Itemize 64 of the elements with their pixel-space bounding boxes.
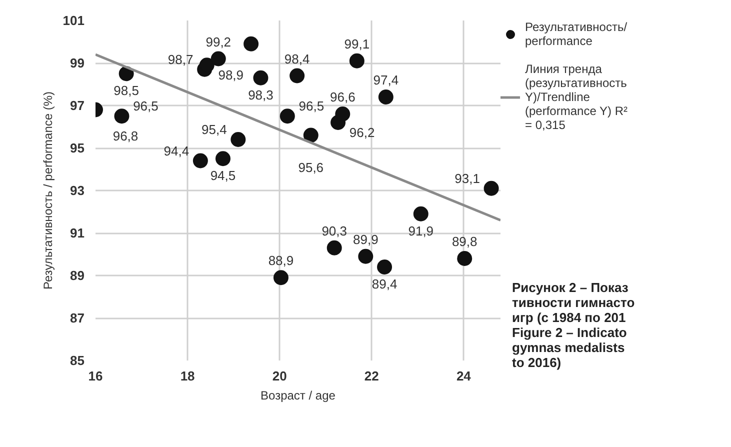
x-tick-label: 18 xyxy=(180,368,195,384)
point xyxy=(358,248,374,264)
point xyxy=(377,260,392,274)
point xyxy=(335,106,350,122)
data-label: 98,5 xyxy=(114,83,139,98)
y-axis-title: Результативность / performance (%) xyxy=(40,91,55,290)
x-tick-label: 24 xyxy=(456,368,472,384)
point xyxy=(457,251,472,266)
point xyxy=(378,90,394,104)
y-tick-label: 99 xyxy=(70,56,85,70)
data-label: 98,7 xyxy=(168,52,194,67)
point xyxy=(210,51,226,66)
data-label: 95,6 xyxy=(298,160,324,175)
point xyxy=(303,128,318,143)
data-label: 98,3 xyxy=(248,87,274,102)
data-label: 89,9 xyxy=(353,232,378,247)
point xyxy=(273,270,288,286)
data-label: 99,1 xyxy=(344,36,370,52)
data-label: 96,6 xyxy=(330,90,356,104)
legend-label: Результативность/ performance xyxy=(525,20,628,48)
legend-label: Линия тренда (результативность Y)/Trendline (performance Y) R² = 0,315 xyxy=(525,62,628,132)
point xyxy=(290,68,305,84)
data-label: 98,9 xyxy=(218,68,244,83)
point xyxy=(230,132,246,147)
point xyxy=(215,151,230,166)
data-label: 88,9 xyxy=(268,253,294,268)
point xyxy=(349,53,364,68)
data-label: 89,8 xyxy=(452,234,478,249)
x-tick-label: 22 xyxy=(364,368,379,384)
point xyxy=(192,153,208,168)
data-label: 96,5 xyxy=(133,98,158,114)
y-tick-label: 89 xyxy=(70,268,85,283)
x-axis-title: Возраст / age xyxy=(260,388,336,402)
data-label: 95,4 xyxy=(202,122,227,137)
x-tick-label: 16 xyxy=(88,368,103,384)
y-tick-label: 93 xyxy=(70,183,85,198)
point xyxy=(253,70,268,86)
point xyxy=(199,58,214,73)
y-tick-label: 95 xyxy=(70,140,85,156)
y-tick-label: 85 xyxy=(70,353,85,368)
y-tick-label: 87 xyxy=(70,310,85,326)
data-label: 98,4 xyxy=(284,51,310,66)
point xyxy=(114,108,130,124)
point xyxy=(244,36,259,52)
data-label: 96,5 xyxy=(298,98,324,114)
data-label: 94,5 xyxy=(210,168,236,184)
data-label: 97,4 xyxy=(373,72,399,88)
y-tick-label: 91 xyxy=(70,226,85,240)
x-tick-label: 20 xyxy=(272,368,287,384)
point xyxy=(326,240,342,256)
y-tick-label: 101 xyxy=(62,13,85,28)
data-label: 93,1 xyxy=(454,170,480,186)
data-label: 96,8 xyxy=(112,128,138,144)
data-label: 91,9 xyxy=(408,223,434,238)
y-tick-label: 97 xyxy=(70,98,85,113)
data-label: 96,2 xyxy=(349,125,375,140)
data-label: 99,2 xyxy=(206,34,232,50)
data-label: 89,4 xyxy=(372,276,398,292)
point xyxy=(413,206,428,222)
data-label: 94,4 xyxy=(164,143,190,158)
point xyxy=(484,180,499,196)
text: Рисунок 2 – Показ тивности гимнасто игр (с 1984 по 201 Figure 2 – Indicato gymnas medalists to 2016) xyxy=(512,280,635,370)
point xyxy=(280,108,295,124)
data-label: 90,3 xyxy=(322,223,348,238)
